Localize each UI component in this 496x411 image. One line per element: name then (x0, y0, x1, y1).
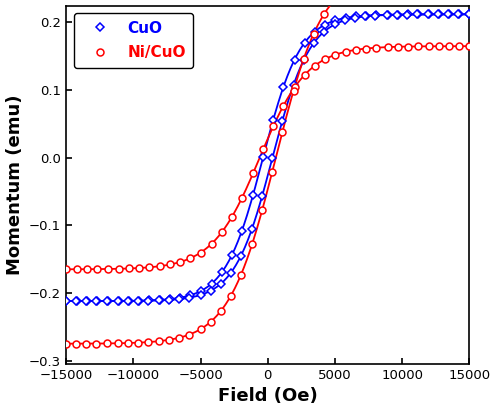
Legend: CuO, Ni/CuO: CuO, Ni/CuO (74, 13, 193, 68)
Ni/CuO (208, 319, 214, 324)
CuO (425, 12, 431, 17)
CuO (394, 12, 400, 17)
CuO (269, 156, 275, 161)
CuO (238, 253, 244, 258)
CuO (135, 298, 141, 303)
Line: CuO: CuO (63, 11, 473, 304)
CuO (414, 12, 420, 17)
Ni/CuO (269, 169, 275, 174)
CuO (197, 293, 203, 298)
CuO (156, 298, 162, 303)
CuO (321, 30, 327, 35)
CuO (342, 18, 348, 23)
CuO (166, 298, 172, 302)
Ni/CuO (115, 341, 121, 346)
CuO (93, 299, 99, 304)
CuO (208, 288, 214, 293)
Ni/CuO (166, 337, 172, 342)
Ni/CuO (156, 339, 162, 344)
Ni/CuO (301, 57, 307, 62)
CuO (311, 41, 317, 46)
Line: Ni/CuO: Ni/CuO (62, 0, 473, 347)
CuO (218, 282, 224, 286)
CuO (362, 14, 368, 19)
Ni/CuO (135, 340, 141, 345)
CuO (404, 12, 410, 17)
CuO (301, 58, 307, 63)
CuO (104, 299, 110, 304)
Ni/CuO (291, 88, 297, 93)
CuO (383, 13, 389, 18)
CuO (145, 298, 151, 303)
CuO (125, 298, 131, 303)
CuO (466, 12, 472, 17)
CuO (435, 12, 441, 17)
Ni/CuO (218, 309, 224, 314)
Ni/CuO (332, 0, 338, 2)
CuO (279, 118, 285, 123)
CuO (249, 226, 255, 231)
Ni/CuO (145, 339, 151, 344)
CuO (332, 22, 338, 27)
Ni/CuO (197, 327, 203, 332)
CuO (455, 12, 461, 17)
Ni/CuO (259, 208, 265, 212)
Ni/CuO (228, 293, 234, 298)
CuO (372, 13, 378, 18)
CuO (83, 299, 89, 304)
Ni/CuO (186, 332, 192, 337)
CuO (352, 15, 358, 20)
Ni/CuO (279, 129, 285, 134)
Ni/CuO (311, 31, 317, 36)
CuO (445, 12, 451, 17)
CuO (186, 295, 192, 300)
Ni/CuO (93, 341, 99, 346)
Ni/CuO (63, 341, 69, 346)
Ni/CuO (176, 335, 182, 340)
CuO (115, 298, 121, 303)
CuO (176, 297, 182, 302)
CuO (63, 299, 69, 304)
Ni/CuO (238, 272, 244, 277)
CuO (73, 299, 79, 304)
Ni/CuO (249, 242, 255, 247)
Ni/CuO (321, 12, 327, 17)
X-axis label: Field (Oe): Field (Oe) (218, 388, 317, 405)
Ni/CuO (73, 341, 79, 346)
Ni/CuO (125, 341, 131, 346)
Ni/CuO (104, 341, 110, 346)
CuO (259, 194, 265, 199)
Y-axis label: Momentum (emu): Momentum (emu) (5, 95, 23, 275)
CuO (291, 83, 297, 88)
CuO (228, 270, 234, 275)
Ni/CuO (83, 341, 89, 346)
